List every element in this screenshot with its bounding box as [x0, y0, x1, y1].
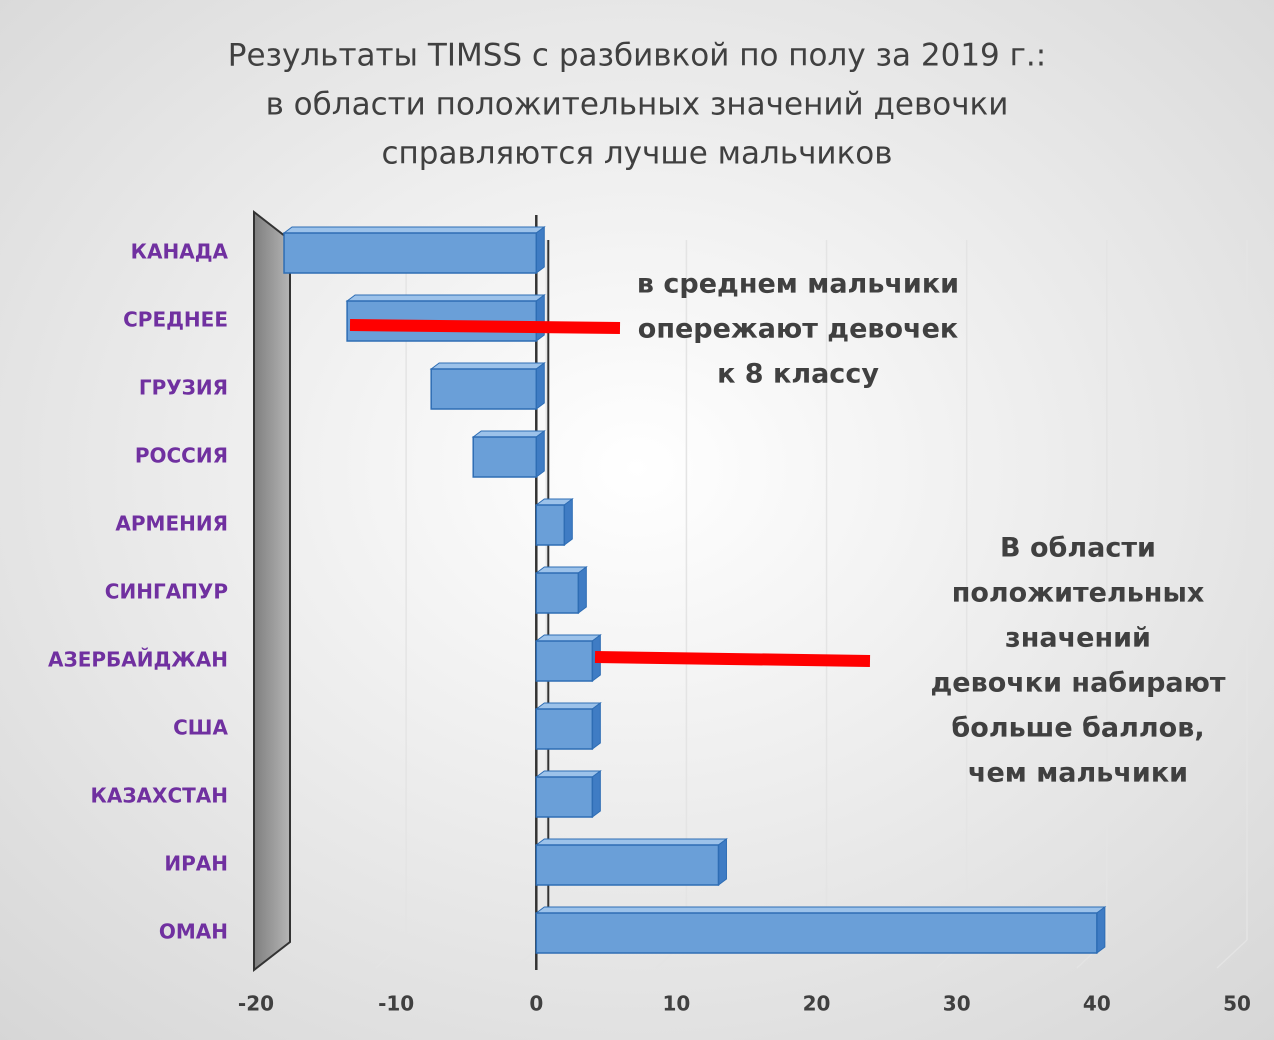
bar-side: [563, 498, 573, 546]
category-label: ИРАН: [164, 852, 228, 876]
bar: [535, 912, 1098, 954]
side-wall: [253, 209, 291, 973]
bar: [430, 368, 538, 410]
annotation: к 8 классу: [717, 359, 879, 390]
category-label: СРЕДНЕЕ: [123, 308, 228, 332]
grid-line-perspective: [375, 939, 407, 969]
bar: [535, 708, 594, 750]
annotation: В области: [1000, 533, 1156, 564]
category-label: АЗЕРБАЙДЖАН: [48, 648, 228, 672]
category-label: КАЗАХСТАН: [91, 784, 228, 808]
bar-side: [535, 362, 545, 410]
bar-top: [345, 294, 546, 302]
bar-top: [534, 838, 728, 846]
bar: [535, 572, 580, 614]
annotation: в среднем мальчики: [637, 269, 959, 300]
bar: [535, 640, 594, 682]
bar-top: [534, 906, 1107, 914]
annotation: девочки набирают: [930, 668, 1225, 699]
annotation: положительных: [952, 578, 1205, 609]
x-tick-label: 40: [1083, 992, 1111, 1016]
bar-top: [429, 362, 546, 370]
bar: [535, 776, 594, 818]
annotation: значений: [1005, 623, 1151, 654]
category-label: США: [173, 716, 228, 740]
annotation: опережают девочек: [638, 314, 958, 345]
annotation: чем мальчики: [968, 758, 1188, 789]
bar-side: [1096, 906, 1106, 954]
category-label: РОССИЯ: [135, 444, 228, 468]
category-label: СИНГАПУР: [105, 580, 228, 604]
x-tick-label: 0: [529, 992, 543, 1016]
bar-side: [577, 566, 587, 614]
chart-title: в области положительных значений девочки: [266, 87, 1009, 123]
x-tick-label: 20: [803, 992, 831, 1016]
bar: [535, 504, 566, 546]
bar-top: [471, 430, 546, 438]
bar-side: [535, 430, 545, 478]
bar-top: [534, 634, 602, 642]
annotation-line: [349, 319, 621, 334]
x-tick-label: -20: [238, 992, 274, 1016]
bar: [535, 844, 720, 886]
x-tick-label: 50: [1223, 992, 1251, 1016]
category-label: АРМЕНИЯ: [115, 512, 228, 536]
bar-side: [591, 770, 601, 818]
x-tick-label: -10: [378, 992, 414, 1016]
category-label: ОМАН: [159, 920, 228, 944]
bar-top: [534, 702, 602, 710]
bar: [283, 232, 538, 274]
category-label: КАНАДА: [131, 240, 229, 264]
bar-side: [717, 838, 727, 886]
grid-line-perspective: [1216, 939, 1248, 969]
chart-title: Результаты TIMSS с разбивкой по полу за …: [228, 38, 1046, 74]
category-label: ГРУЗИЯ: [139, 376, 228, 400]
bar-side: [591, 702, 601, 750]
bar-top: [534, 770, 602, 778]
annotation-line: [594, 651, 871, 667]
x-tick-label: 10: [663, 992, 691, 1016]
annotation: больше баллов,: [951, 713, 1204, 744]
x-tick-label: 30: [943, 992, 971, 1016]
bar: [472, 436, 538, 478]
bar-side: [535, 294, 545, 342]
bar-top: [282, 226, 546, 234]
chart-title: справляются лучше мальчиков: [381, 136, 892, 172]
bar-side: [535, 226, 545, 274]
